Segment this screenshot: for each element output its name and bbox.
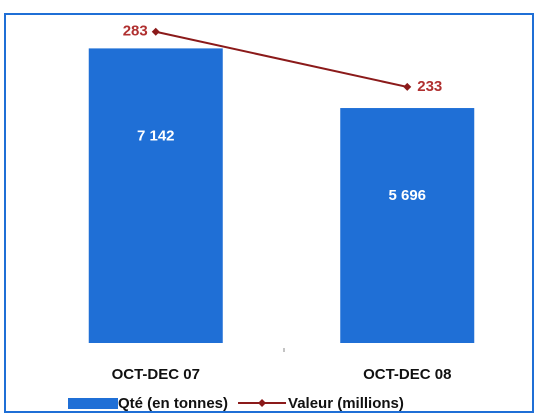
data-label: 233 xyxy=(417,78,442,95)
legend-label: Qté (en tonnes) xyxy=(118,395,228,412)
bar xyxy=(88,48,223,344)
data-label: 5 696 xyxy=(388,187,426,204)
legend-label: Valeur (millions) xyxy=(288,395,404,412)
x-tick-label: OCT-DEC 07 xyxy=(112,366,200,383)
line xyxy=(155,30,408,88)
legend-swatch xyxy=(68,398,118,409)
line-marker xyxy=(403,82,412,91)
chart-border xyxy=(4,13,534,413)
data-label: 7 142 xyxy=(137,127,175,144)
line-marker xyxy=(151,27,160,36)
legend-marker xyxy=(258,399,267,407)
x-tick-label: OCT-DEC 08 xyxy=(363,366,451,383)
bar xyxy=(340,108,475,343)
data-label: 283 xyxy=(123,23,148,40)
